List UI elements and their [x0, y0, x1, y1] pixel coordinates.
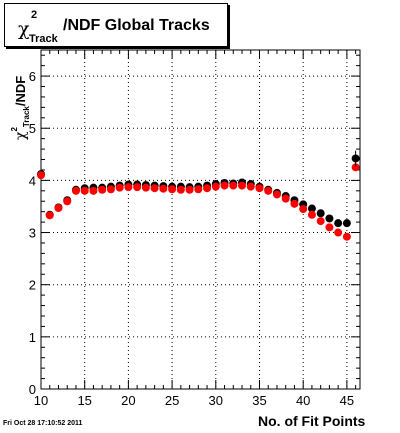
- ylabel-subscript: Track: [22, 106, 31, 128]
- ylabel-text: /NDF: [13, 75, 28, 107]
- data-point: [124, 183, 133, 192]
- x-tick-label: 10: [34, 393, 48, 408]
- data-point: [299, 205, 308, 214]
- y-tick-label: 4: [29, 173, 36, 188]
- data-point: [246, 182, 255, 191]
- ylabel-chi-symbol: χ: [13, 131, 29, 140]
- data-point: [45, 211, 54, 220]
- title-chi-symbol: χ: [18, 18, 30, 40]
- data-point: [351, 163, 360, 172]
- data-point: [342, 219, 351, 228]
- chart-title: χ 2 Track /NDF Global Tracks: [4, 3, 228, 47]
- x-axis-label: No. of Fit Points: [258, 413, 366, 429]
- data-point: [106, 185, 115, 194]
- y-tick-label: 5: [29, 121, 36, 136]
- title-superscript: 2: [31, 9, 38, 21]
- data-point: [150, 184, 159, 193]
- data-point: [325, 214, 334, 223]
- series-2: [37, 163, 360, 241]
- data-point: [264, 186, 273, 195]
- data-point: [133, 183, 142, 192]
- title-subscript: Track: [29, 33, 58, 45]
- data-point: [238, 181, 247, 190]
- ticks: [40, 50, 360, 390]
- y-tick-label: 6: [29, 69, 36, 84]
- plot-frame: [40, 49, 361, 390]
- data-point: [325, 223, 334, 232]
- data-point: [272, 190, 281, 199]
- y-axis-label: χ2Track/NDF: [2, 76, 31, 150]
- data-point: [80, 186, 89, 195]
- data-point: [168, 185, 177, 194]
- data-point: [211, 182, 220, 191]
- data-point: [342, 232, 351, 241]
- data-point: [89, 186, 98, 195]
- x-tick-label: 20: [121, 393, 135, 408]
- x-tick-label: 40: [296, 393, 310, 408]
- data-point: [159, 184, 168, 193]
- data-point: [281, 194, 290, 203]
- ylabel-superscript: 2: [10, 127, 19, 132]
- y-tick-label: 0: [29, 382, 36, 397]
- y-tick-label: 3: [29, 226, 36, 241]
- data-point: [255, 184, 264, 193]
- data-point: [220, 181, 229, 190]
- y-tick-label: 1: [29, 330, 36, 345]
- grid: [41, 50, 360, 389]
- title-text: /NDF Global Tracks: [63, 17, 210, 34]
- series: [37, 150, 360, 241]
- data-point: [141, 183, 150, 192]
- x-tick-label: 45: [340, 393, 354, 408]
- x-tick-label: 30: [209, 393, 223, 408]
- data-point: [185, 185, 194, 194]
- data-point: [334, 228, 343, 237]
- data-point: [115, 183, 124, 192]
- data-point: [316, 209, 325, 218]
- y-tick-label: 2: [29, 278, 36, 293]
- x-tick-label: 15: [77, 393, 91, 408]
- data-point: [307, 210, 316, 219]
- x-tick-label: 35: [252, 393, 266, 408]
- data-point: [203, 184, 212, 193]
- data-point: [229, 181, 238, 190]
- data-point: [194, 185, 203, 194]
- x-tick-label: 25: [165, 393, 179, 408]
- data-point: [54, 204, 63, 213]
- data-point: [63, 197, 72, 206]
- data-point: [37, 171, 45, 180]
- data-point: [98, 185, 107, 194]
- data-point: [71, 186, 80, 195]
- data-point: [290, 199, 299, 208]
- data-point: [307, 204, 316, 213]
- timestamp: Fri Oct 28 17:10:52 2011: [3, 420, 83, 427]
- data-point: [334, 219, 343, 228]
- data-point: [316, 217, 325, 226]
- data-point: [176, 185, 185, 194]
